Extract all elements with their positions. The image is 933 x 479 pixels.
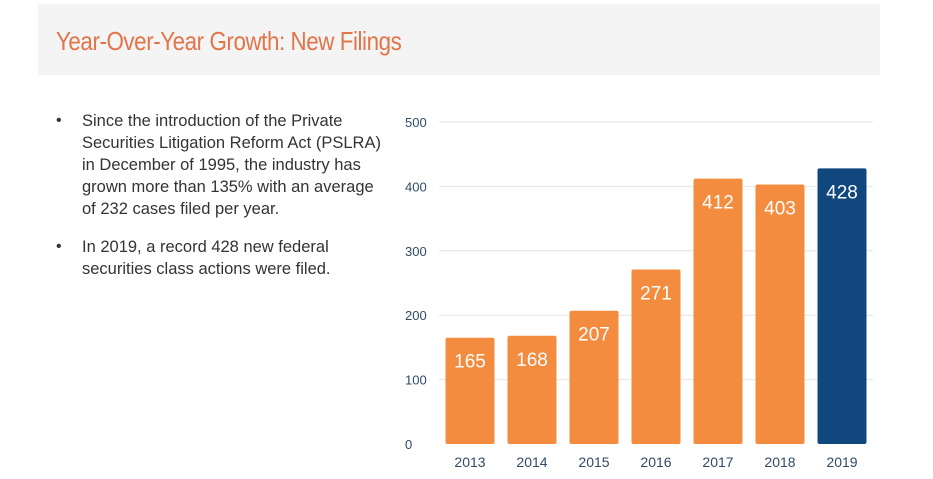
bullet-dot-icon: • (56, 112, 62, 129)
bar (817, 168, 867, 445)
x-tick-label: 2014 (516, 454, 547, 470)
page-title: Year-Over-Year Growth: New Filings (56, 26, 402, 56)
bar (693, 178, 743, 444)
bar (755, 184, 805, 444)
y-tick-label: 200 (405, 308, 427, 323)
bar (507, 335, 557, 444)
bullet-list: • Since the introduction of the Private … (56, 110, 386, 296)
x-tick-label: 2016 (640, 454, 671, 470)
bar-data-label: 168 (516, 350, 548, 371)
bullet-item: • In 2019, a record 428 new federal secu… (56, 236, 386, 280)
bar-data-label: 403 (764, 198, 796, 219)
bullet-item: • Since the introduction of the Private … (56, 110, 386, 220)
x-tick-label: 2018 (764, 454, 795, 470)
y-tick-label: 100 (405, 373, 427, 388)
bar-data-label: 165 (454, 352, 486, 373)
y-tick-label: 500 (405, 115, 427, 130)
x-tick-label: 2015 (578, 454, 609, 470)
x-tick-label: 2019 (826, 454, 857, 470)
bar (631, 269, 681, 444)
x-tick-label: 2017 (702, 454, 733, 470)
bullet-text: Since the introduction of the Private Se… (82, 112, 381, 218)
y-tick-label: 400 (405, 179, 427, 194)
x-tick-label: 2013 (454, 454, 485, 470)
bar-data-label: 207 (578, 325, 610, 346)
bar-data-label: 428 (826, 182, 858, 203)
y-tick-label: 300 (405, 244, 427, 259)
bar (445, 337, 495, 444)
bullet-text: In 2019, a record 428 new federal securi… (82, 238, 331, 278)
bar-data-label: 412 (702, 193, 734, 214)
bar-data-label: 271 (640, 283, 672, 304)
bar (569, 310, 619, 444)
filings-bar-chart: 0 100 200 300 400 500 165 2013 168 2014 207 2015 271… (405, 115, 873, 470)
bullet-dot-icon: • (56, 238, 62, 255)
y-tick-label: 0 (405, 437, 412, 452)
title-band: Year-Over-Year Growth: New Filings (38, 4, 880, 75)
